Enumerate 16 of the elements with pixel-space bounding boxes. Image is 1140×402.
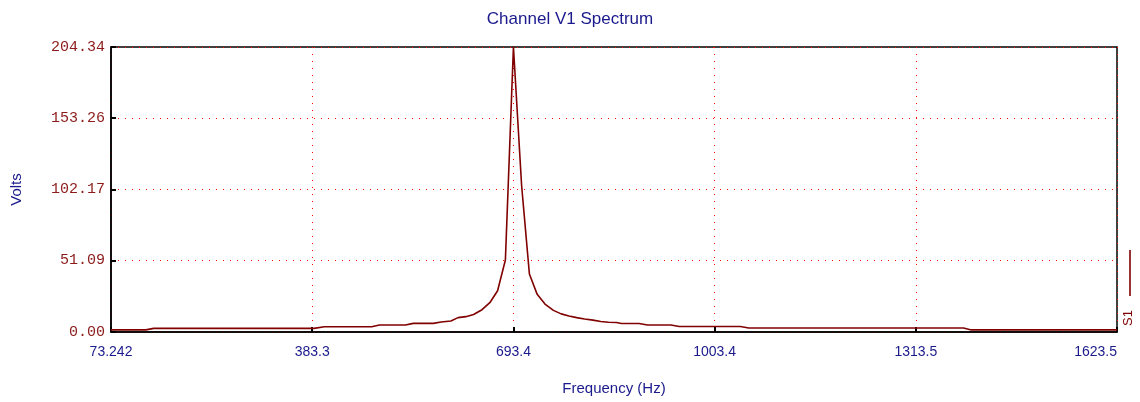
x-tick-label: 1623.5	[1074, 343, 1118, 359]
y-tick-label: 0.00	[68, 323, 105, 341]
x-tick-label: 73.242	[89, 343, 133, 359]
y-tick-label: 102.17	[50, 181, 105, 198]
x-axis-title: Frequency (Hz)	[562, 379, 666, 396]
y-axis-title: Volts	[7, 173, 24, 206]
chart-title: Channel V1 Spectrum	[486, 9, 654, 28]
y-tick-label: 204.34	[50, 38, 105, 56]
text: S1	[1119, 310, 1135, 326]
y-tick-label: 51.09	[59, 252, 105, 270]
x-tick-label: 1003.4	[693, 343, 737, 359]
y-tick-label: 153.26	[50, 109, 105, 127]
x-tick-label: 1313.5	[894, 343, 938, 359]
x-tick-label: 383.3	[294, 343, 330, 359]
line-series	[110, 46, 1118, 331]
x-tick-label: 693.4	[495, 343, 532, 359]
